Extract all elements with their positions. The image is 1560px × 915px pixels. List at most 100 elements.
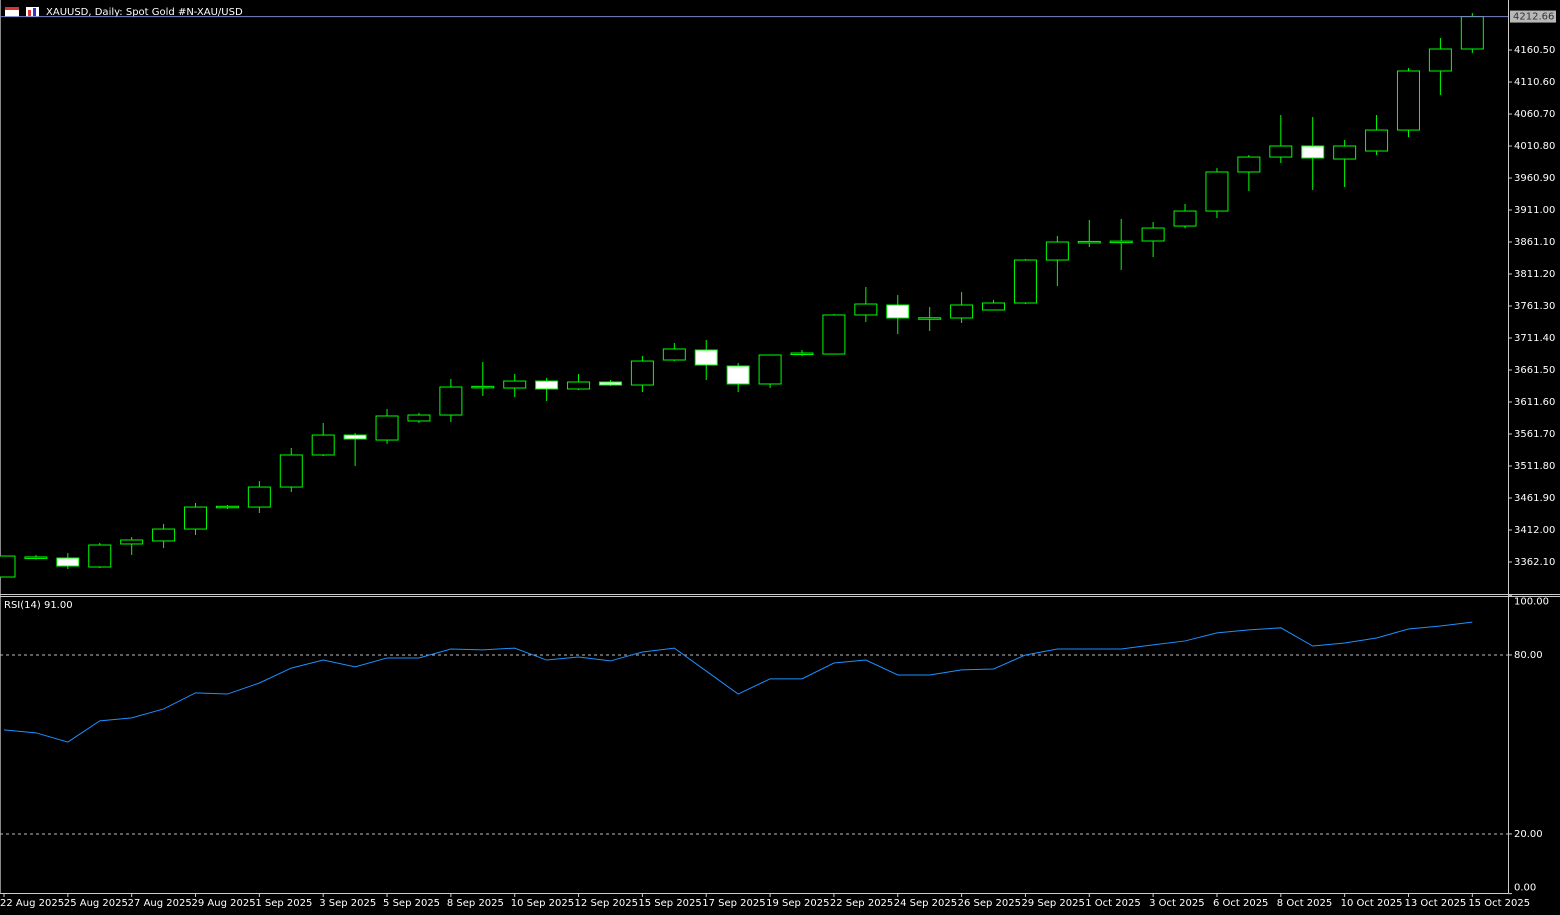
candle-body [375,415,399,441]
y-tick-label: 3611.60 [1514,397,1555,408]
y-tick-label: 0.00 [1514,883,1536,894]
candle-body [1301,145,1325,159]
y-tick-label: 80.00 [1514,650,1543,661]
x-tick-label: 12 Sep 2025 [575,898,638,909]
y-tick-label: 3511.80 [1514,461,1555,472]
y-tick-label: 3362.10 [1514,557,1555,568]
candle-body [918,317,942,320]
candle-body [120,539,144,545]
chart-icon[interactable] [26,7,39,17]
candle-body [1141,227,1165,242]
candle-body [24,556,48,559]
candle-body [726,365,750,385]
candle-body [822,314,846,355]
candle-body [598,381,622,386]
x-tick-label: 3 Oct 2025 [1149,898,1204,909]
x-tick-label: 13 Oct 2025 [1404,898,1466,909]
candle-body [982,302,1006,311]
candle-body [279,454,303,488]
y-tick-label: 3711.40 [1514,333,1555,344]
candle-body [1460,16,1484,50]
last-price-label: 4212.66 [1513,12,1554,23]
y-tick-label: 3911.00 [1514,205,1555,216]
x-tick-label: 10 Sep 2025 [511,898,574,909]
candle-body [662,348,686,361]
x-tick-label: 29 Sep 2025 [1021,898,1084,909]
candle-body [886,304,910,319]
candle-body [1396,70,1420,131]
candle-body [184,506,208,530]
x-tick-label: 27 Aug 2025 [128,898,192,909]
y-tick-label: 3811.20 [1514,269,1555,280]
candle-body [1109,240,1133,244]
icon-bar[interactable] [33,8,36,16]
rsi-line [3,621,1473,743]
x-tick-label: 25 Aug 2025 [64,898,128,909]
icon-bar[interactable] [5,7,19,10]
candle-body [1045,241,1069,261]
y-tick-label: 3661.50 [1514,365,1555,376]
candle-body [1173,210,1197,227]
x-tick-label: 1 Oct 2025 [1085,898,1140,909]
y-tick-label: 3960.90 [1514,173,1555,184]
candle-body [215,505,239,509]
y-tick-label: 4060.70 [1514,109,1555,120]
candle-body [1205,171,1229,212]
x-tick-label: 8 Sep 2025 [447,898,504,909]
x-tick-label: 8 Oct 2025 [1277,898,1332,909]
candle-body [758,354,782,385]
candle-body [407,414,431,422]
candle-body [1428,48,1452,72]
y-tick-label: 3561.70 [1514,429,1555,440]
x-tick-label: 17 Sep 2025 [702,898,765,909]
x-tick-label: 22 Aug 2025 [0,898,64,909]
candle-body [247,486,271,508]
candle-body [790,352,814,356]
x-tick-label: 3 Sep 2025 [319,898,376,909]
candle-body [630,360,654,386]
candle-body [535,380,559,390]
y-tick-label: 4110.60 [1514,77,1555,88]
last-price-box [1510,10,1556,23]
candle-body [1333,145,1357,160]
y-tick-label: 3761.30 [1514,301,1555,312]
y-tick-label: 4160.50 [1514,45,1555,56]
x-tick-label: 1 Sep 2025 [255,898,312,909]
x-tick-label: 15 Oct 2025 [1468,898,1530,909]
x-tick-label: 22 Sep 2025 [830,898,893,909]
candle-body [694,349,718,366]
candle-body [567,381,591,390]
chart-title: XAUUSD, Daily: Spot Gold #N-XAU/USD [46,7,243,18]
candle-body [854,303,878,316]
candle-body [1237,156,1261,173]
y-tick-label: 3461.90 [1514,493,1555,504]
candle-body [503,380,527,389]
indicator-title: RSI(14) 91.00 [4,600,73,611]
x-tick-label: 29 Aug 2025 [192,898,256,909]
y-tick-label: 3861.10 [1514,237,1555,248]
y-tick-label: 4010.80 [1514,141,1555,152]
icon-bar[interactable] [28,10,31,16]
candle-body [88,544,112,568]
x-tick-label: 15 Sep 2025 [638,898,701,909]
y-tick-label: 100.00 [1514,596,1549,607]
x-tick-label: 24 Sep 2025 [894,898,957,909]
candle-body [152,528,176,542]
icon-body[interactable] [26,7,39,17]
candle-body [1077,240,1101,244]
x-tick-label: 19 Sep 2025 [766,898,829,909]
menu-icon[interactable] [5,7,19,17]
candle-body [1013,259,1037,304]
candle-body [439,386,463,416]
candle-body [343,434,367,440]
candle-body [0,555,16,578]
y-tick-label: 20.00 [1514,829,1543,840]
candle-body [1269,145,1293,158]
candle-body [1365,129,1389,152]
icon-body[interactable] [5,7,19,17]
x-tick-label: 26 Sep 2025 [958,898,1021,909]
x-tick-label: 10 Oct 2025 [1341,898,1403,909]
